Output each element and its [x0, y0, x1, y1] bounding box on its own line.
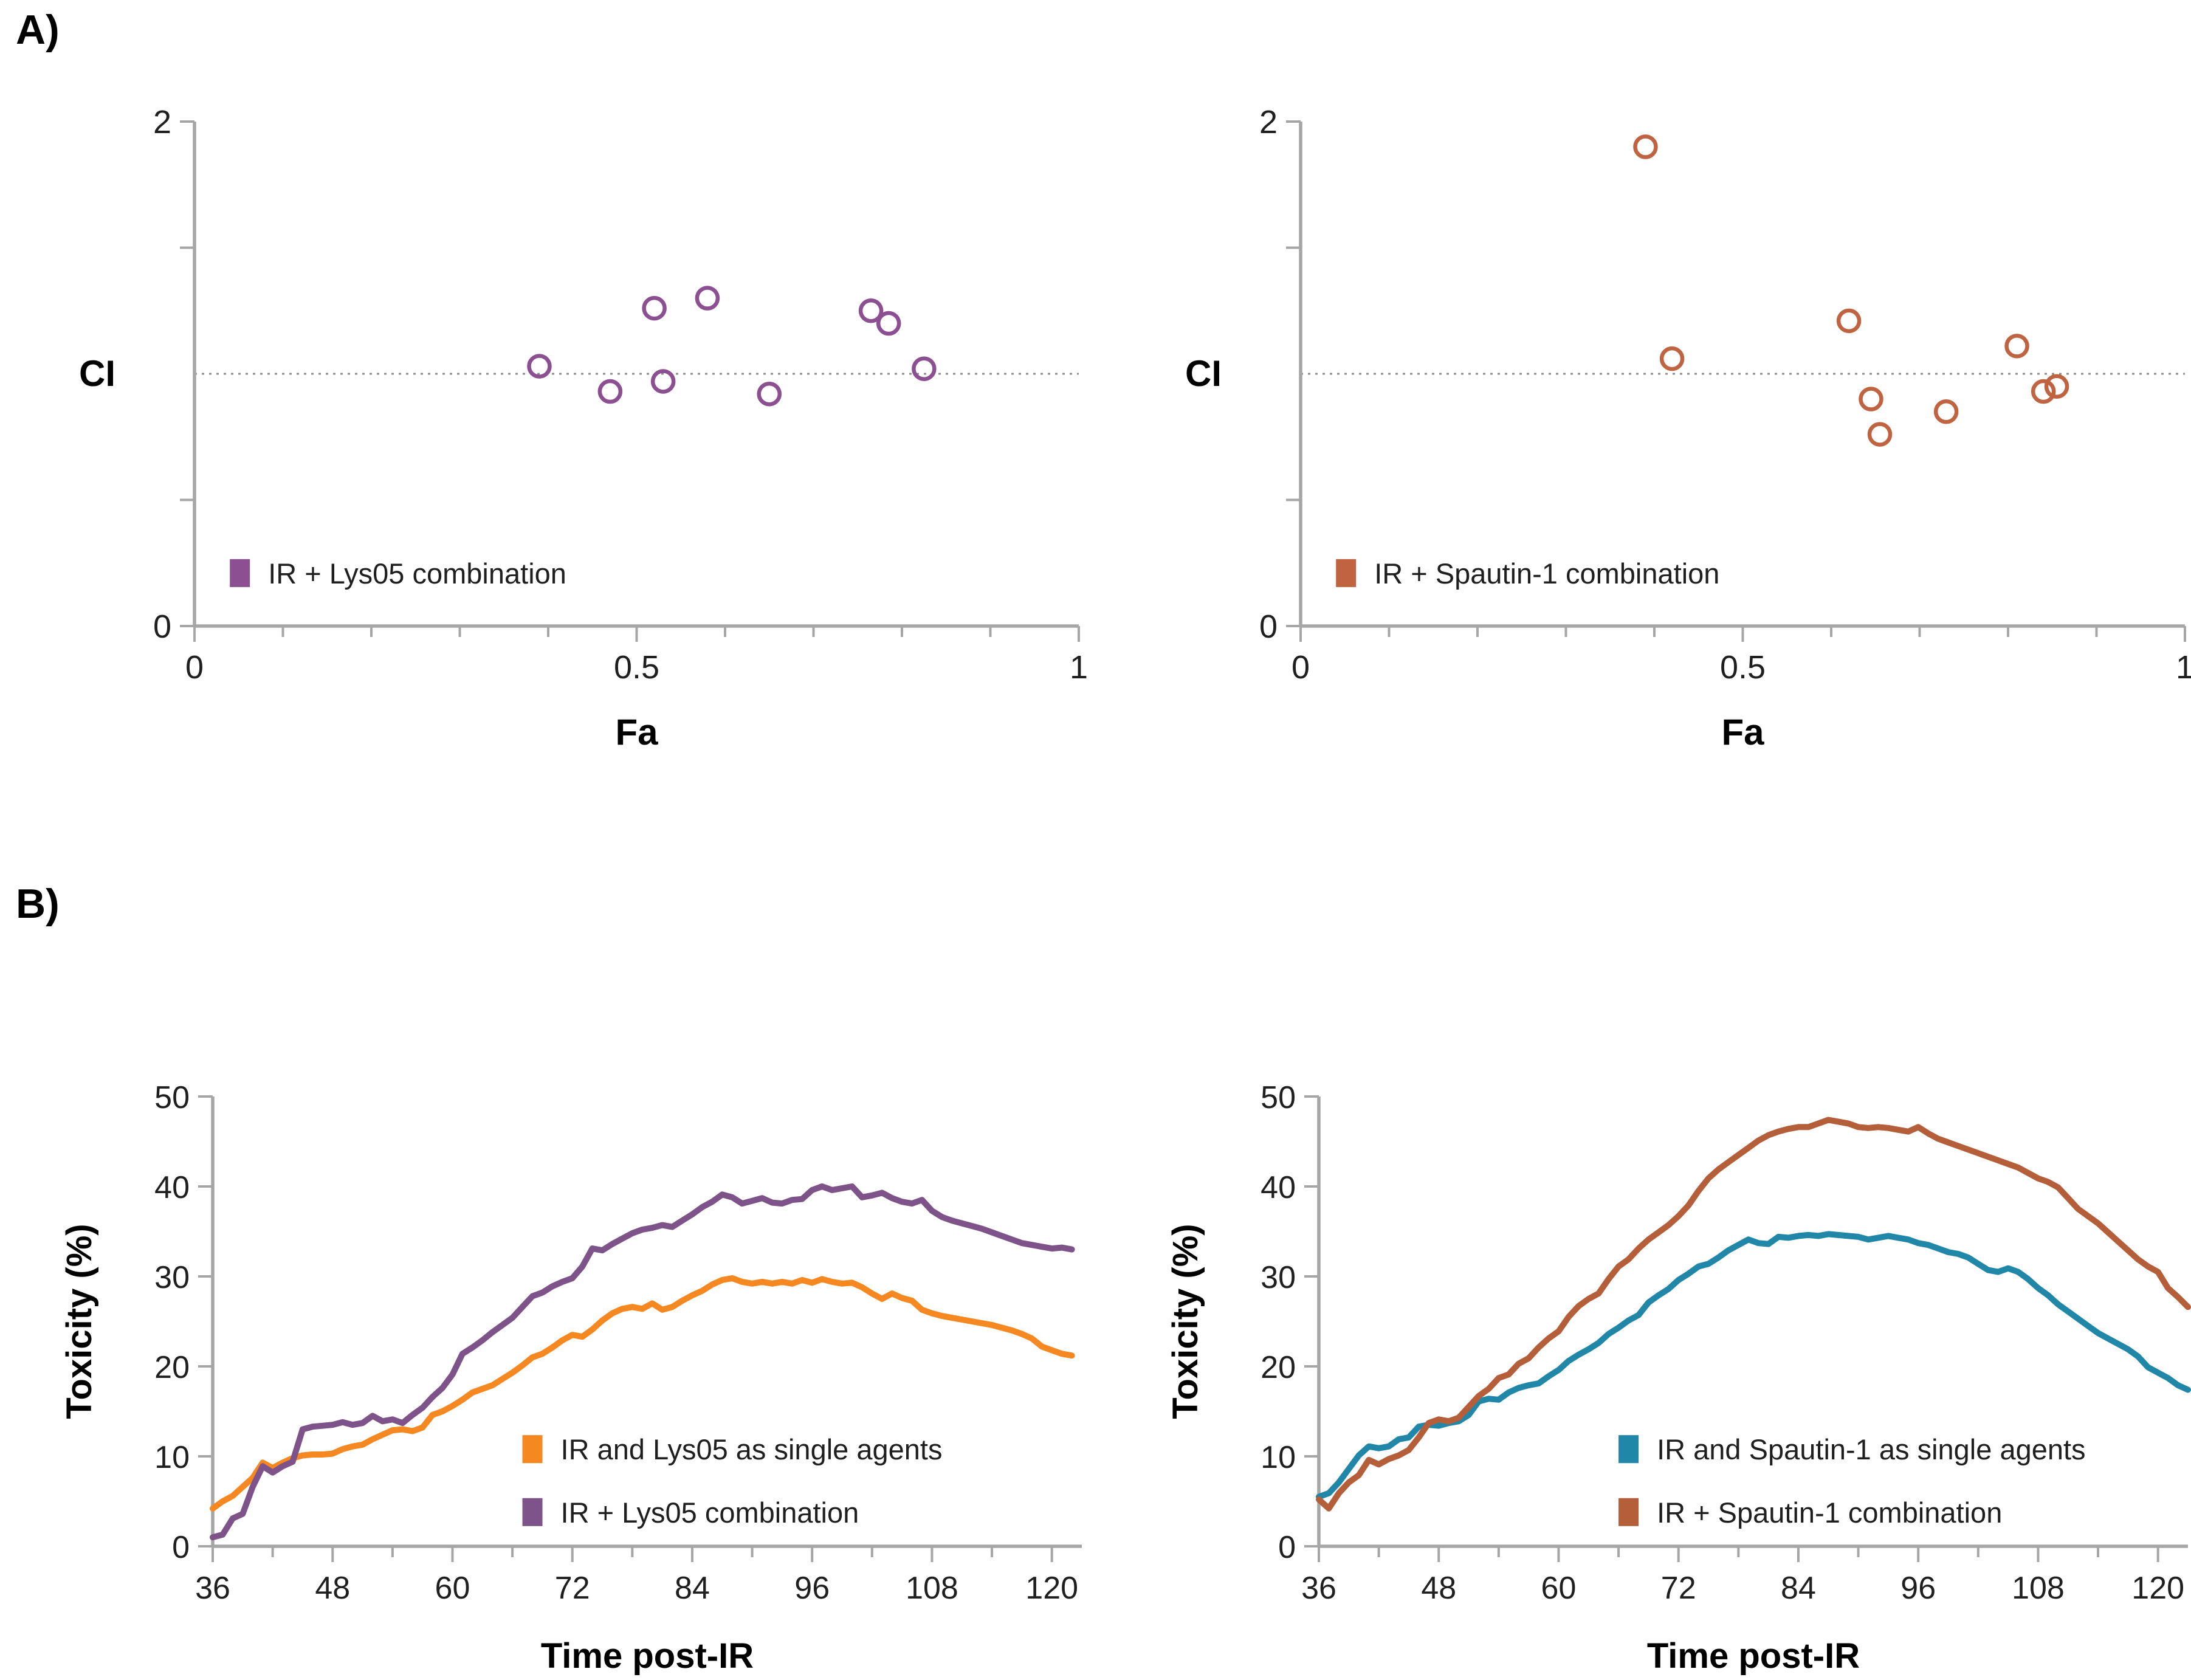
- chart-ci-vs-fa-spautin1: 0 0.5 1 0 2 IR + Spautin-1 combination Fa CI: [1185, 104, 2191, 752]
- y-tick-label: 0: [1259, 608, 1278, 645]
- x-tick-label: 120: [1025, 1571, 1078, 1606]
- x-tick-label: 36: [195, 1571, 230, 1606]
- scatter-point: [2031, 379, 2056, 404]
- scatter-point: [1859, 387, 1883, 411]
- y-tick-label: 30: [154, 1260, 190, 1295]
- scatter-point: [1633, 134, 1658, 159]
- y-tick-label: 10: [1261, 1440, 1296, 1475]
- legend-swatch: [522, 1435, 543, 1464]
- legend-swatch: [1618, 1498, 1639, 1526]
- x-tick-label: 84: [675, 1571, 710, 1606]
- legend-label: IR + Spautin-1 combination: [1374, 557, 1719, 590]
- scatter-point: [597, 379, 623, 404]
- x-tick-label: 0: [185, 649, 204, 686]
- x-tick-label: 0.5: [614, 649, 659, 686]
- x-tick-label: 60: [1541, 1571, 1577, 1606]
- y-tick-label: 20: [1261, 1350, 1296, 1385]
- y-tick-label: 2: [1259, 104, 1278, 140]
- chart-toxicity-spautin1: 36 48 60 72 84 96 108 120 0 10 20 30 40 50 IR and Spau…: [1166, 1080, 2191, 1676]
- x-tick-label: 60: [435, 1571, 470, 1606]
- x-tick-label: 108: [906, 1571, 958, 1606]
- y-tick-label: 20: [154, 1350, 190, 1385]
- x-tick-label: 0: [1292, 649, 1310, 686]
- legend-swatch: [1336, 559, 1357, 587]
- x-tick-label: 72: [1661, 1571, 1696, 1606]
- panel-b-label: B): [16, 881, 60, 927]
- legend-label: IR and Lys05 as single agents: [561, 1433, 943, 1465]
- x-tick-label: 48: [1421, 1571, 1456, 1606]
- legend-label: IR + Spautin-1 combination: [1657, 1496, 2002, 1529]
- legend-swatch: [1618, 1435, 1639, 1464]
- scatter-point: [650, 369, 676, 394]
- x-tick-label: 36: [1301, 1571, 1336, 1606]
- scatter-point: [757, 381, 782, 407]
- scatter-point: [527, 354, 552, 379]
- scatter-point: [2044, 374, 2069, 399]
- series-line: [210, 1183, 1075, 1541]
- x-tick-label: 120: [2131, 1571, 2184, 1606]
- legend-label: IR + Lys05 combination: [561, 1496, 859, 1529]
- scatter-point: [2004, 334, 2029, 359]
- legend-label: IR and Spautin-1 as single agents: [1657, 1433, 2085, 1465]
- x-tick-label: 48: [315, 1571, 350, 1606]
- x-axis-title: Fa: [615, 712, 658, 752]
- y-axis-title: CI: [1185, 353, 1222, 394]
- scatter-point: [1867, 422, 1893, 447]
- x-tick-label: 108: [2012, 1571, 2065, 1606]
- legend-swatch: [230, 559, 250, 587]
- scatter-point: [858, 298, 884, 323]
- legend-swatch: [522, 1498, 543, 1526]
- scatter-point: [1836, 308, 1862, 334]
- chart-ci-vs-fa-lys05: 0 0.5 1 0 2 IR + Lys05 combination Fa CI: [79, 104, 1088, 752]
- scatter-point: [695, 286, 720, 311]
- y-tick-label: 0: [153, 608, 171, 645]
- y-tick-label: 0: [1278, 1530, 1296, 1565]
- x-axis-title: Time post-IR: [1647, 1636, 1860, 1676]
- y-tick-label: 2: [153, 104, 171, 140]
- scatter-point: [912, 356, 937, 381]
- x-tick-label: 0.5: [1720, 649, 1766, 686]
- series-line: [1316, 1231, 2191, 1500]
- y-tick-label: 30: [1261, 1260, 1296, 1295]
- x-tick-label: 96: [794, 1571, 830, 1606]
- x-tick-label: 96: [1900, 1571, 1936, 1606]
- y-tick-label: 50: [154, 1080, 190, 1115]
- scatter-point: [1933, 399, 1959, 424]
- y-tick-label: 10: [154, 1440, 190, 1475]
- y-tick-label: 40: [154, 1170, 190, 1205]
- series-line: [1316, 1117, 2191, 1512]
- y-tick-label: 50: [1261, 1080, 1296, 1115]
- y-axis-title: CI: [79, 353, 115, 394]
- panel-a-label: A): [16, 7, 60, 53]
- x-tick-label: 1: [2176, 649, 2191, 686]
- chart-toxicity-lys05: 36 48 60 72 84 96 108 120 0 10 20 30 40 50 IR and Lys0…: [60, 1080, 1082, 1676]
- x-tick-label: 1: [1070, 649, 1088, 686]
- scatter-point: [1659, 346, 1685, 371]
- y-tick-label: 0: [172, 1530, 190, 1565]
- y-axis-title: Toxicity (%): [1166, 1224, 1205, 1419]
- x-axis-title: Fa: [1721, 712, 1764, 752]
- scatter-point: [876, 311, 901, 336]
- y-tick-label: 40: [1261, 1170, 1296, 1205]
- x-tick-label: 72: [555, 1571, 590, 1606]
- x-tick-label: 84: [1781, 1571, 1816, 1606]
- x-axis-title: Time post-IR: [541, 1636, 754, 1676]
- scatter-point: [642, 295, 667, 321]
- series-line: [210, 1275, 1075, 1512]
- y-axis-title: Toxicity (%): [60, 1224, 99, 1419]
- legend-label: IR + Lys05 combination: [268, 557, 566, 590]
